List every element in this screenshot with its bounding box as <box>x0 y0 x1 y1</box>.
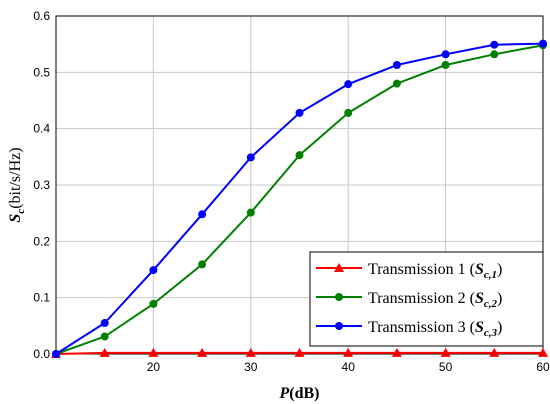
data-point <box>392 79 401 88</box>
data-point <box>99 347 110 357</box>
legend-item: Transmission 3 (Sc,3) <box>316 319 502 339</box>
data-point <box>441 50 450 59</box>
tick-labels: 20 30 40 50 60 0.0 0.1 0.2 0.3 0.4 0.5 0.6 <box>33 9 550 374</box>
legend-swatch-marker <box>334 263 344 272</box>
y-tick-label: 0.6 <box>33 9 50 23</box>
data-point <box>198 210 207 219</box>
data-point <box>440 347 451 357</box>
legend-swatch-marker <box>335 293 343 301</box>
data-point <box>148 347 159 357</box>
x-tick-label: 20 <box>147 360 161 374</box>
data-point <box>100 332 109 341</box>
data-point <box>52 350 60 358</box>
x-tick-label: 50 <box>439 360 453 374</box>
data-point <box>539 39 547 48</box>
y-tick-label: 0.3 <box>33 178 50 192</box>
legend-item: Transmission 2 (Sc,2) <box>316 290 502 310</box>
data-point <box>343 347 354 357</box>
legend-item: Transmission 1 (Sc,1) <box>316 261 502 281</box>
data-point <box>490 40 499 49</box>
data-point <box>246 153 255 162</box>
data-point <box>489 347 500 357</box>
y-tick-label: 0.5 <box>33 65 50 79</box>
x-tick-label: 60 <box>536 360 550 374</box>
data-point <box>149 266 158 275</box>
legend-label: Transmission 2 (Sc,2) <box>368 290 502 310</box>
data-point <box>344 80 353 89</box>
data-point <box>245 347 256 357</box>
data-point <box>392 61 401 70</box>
y-tick-label: 0.1 <box>33 291 50 305</box>
legend-swatch-marker <box>335 322 343 330</box>
y-tick-label: 0.0 <box>33 347 50 361</box>
y-axis-label-subscript: c <box>15 209 27 214</box>
data-point <box>100 319 109 328</box>
data-point <box>198 260 207 269</box>
legend-label: Transmission 1 (Sc,1) <box>368 261 502 281</box>
x-axis-label-unit: (dB) <box>289 385 319 402</box>
data-point <box>391 347 402 357</box>
x-axis-label: P(dB) <box>278 385 319 402</box>
legend: Transmission 1 (Sc,1) Transmission 2 (Sc,… <box>309 251 544 347</box>
y-axis-label-symbol: S <box>7 214 24 223</box>
data-point <box>441 61 450 70</box>
data-point <box>295 108 304 117</box>
data-point <box>538 347 548 357</box>
x-axis-label-symbol: P <box>278 385 289 402</box>
data-point <box>246 208 255 217</box>
y-tick-label: 0.4 <box>33 122 50 136</box>
data-point <box>490 50 499 59</box>
y-tick-label: 0.2 <box>33 234 50 248</box>
series-3 <box>52 39 547 358</box>
x-tick-label: 40 <box>342 360 356 374</box>
data-point <box>344 108 353 117</box>
series-layer <box>51 39 548 358</box>
data-point <box>294 347 305 357</box>
data-point <box>295 151 304 160</box>
y-axis-label-unit: (bit/s/Hz) <box>7 147 24 208</box>
series-1 <box>51 347 548 358</box>
y-axis-label: Sc(bit/s/Hz) <box>7 147 27 222</box>
x-tick-label: 30 <box>244 360 258 374</box>
data-point <box>149 299 158 308</box>
legend-label: Transmission 3 (Sc,3) <box>368 319 502 339</box>
data-point <box>197 347 208 357</box>
